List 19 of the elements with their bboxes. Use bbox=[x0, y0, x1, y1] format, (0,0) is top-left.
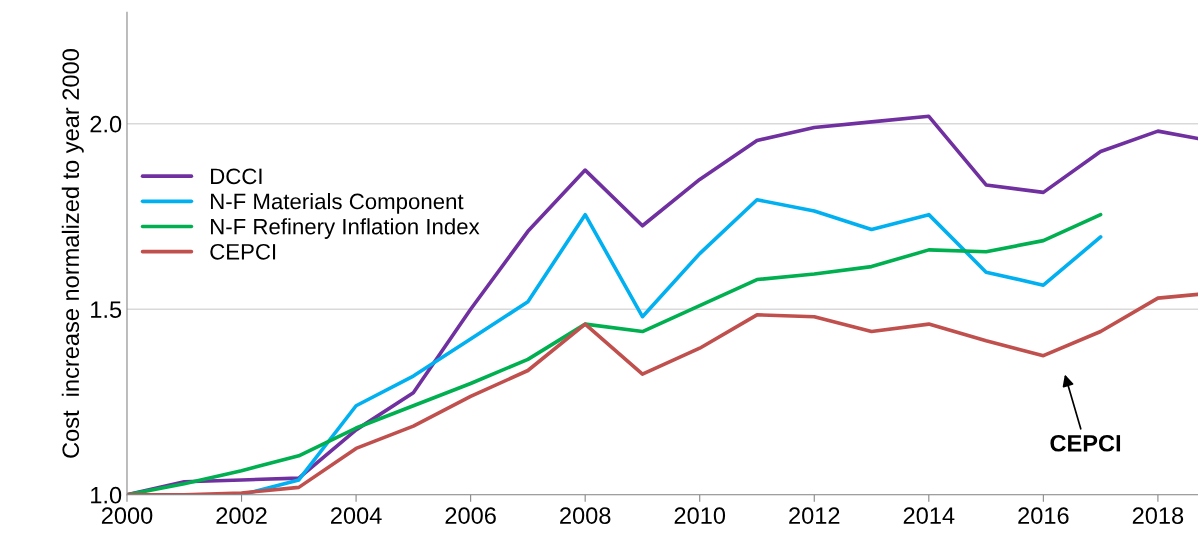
x-tick-label: 2010 bbox=[674, 507, 726, 524]
x-tick-label: 2012 bbox=[789, 507, 840, 524]
x-tick-label: 2018 bbox=[1132, 507, 1184, 524]
x-tick-label: 2014 bbox=[903, 507, 955, 524]
x-tick-label: 2006 bbox=[445, 507, 496, 524]
x-tick-label: 2016 bbox=[1018, 507, 1069, 524]
legend-label: N-F Refinery Inflation Index bbox=[211, 218, 480, 239]
y-tick-label: 2.0 bbox=[90, 115, 122, 133]
x-tick-label: 2000 bbox=[101, 507, 153, 524]
y-tick-label: 1.0 bbox=[91, 486, 122, 504]
annotation: CEPCI bbox=[1050, 434, 1121, 452]
x-tick-label: 2004 bbox=[331, 507, 382, 524]
legend-label: DCCI bbox=[211, 168, 262, 185]
legend-label: CEPCI bbox=[210, 243, 276, 260]
x-tick-label: 2002 bbox=[216, 507, 267, 524]
legend-label: N-F Materials Component bbox=[211, 193, 464, 214]
y-axis-title: Cost increase normalized to year 2000 bbox=[61, 49, 84, 458]
y-tick-label: 1.5 bbox=[91, 301, 122, 319]
x-tick-label: 2008 bbox=[560, 507, 611, 524]
